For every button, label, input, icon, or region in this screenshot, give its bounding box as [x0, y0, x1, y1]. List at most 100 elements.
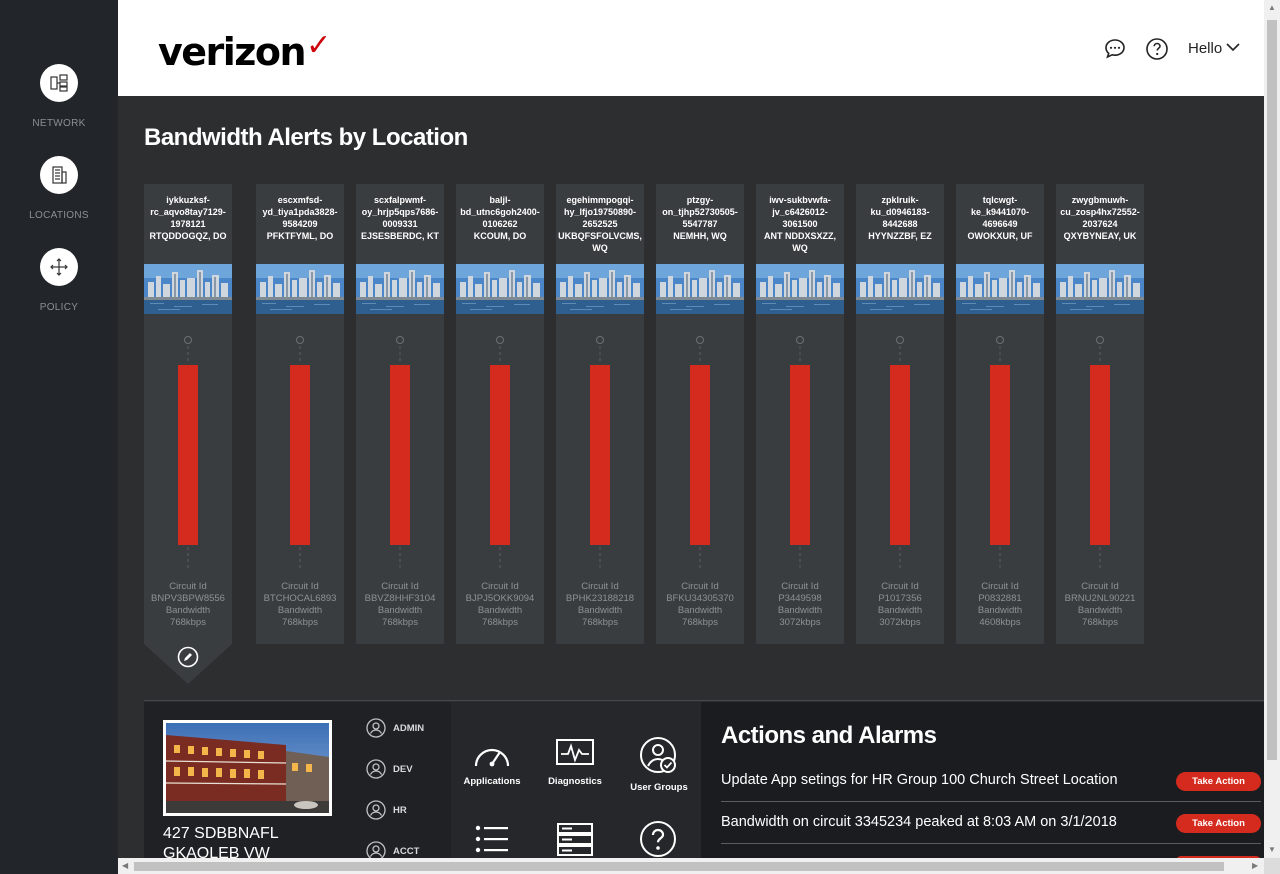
bandwidth-value: 4608kbps [979, 617, 1021, 628]
location-name-line: oy_hrjp5qps7686- [361, 207, 439, 217]
list-button[interactable] [457, 822, 527, 858]
bandwidth-label: Bandwidth [877, 605, 923, 616]
network-icon [40, 64, 78, 102]
location-card[interactable]: baljl-bd_utnc6goh2400- 0106262 KCOUM, DO Ci… [456, 184, 544, 644]
scroll-left-arrow[interactable]: ◀ [122, 861, 129, 870]
location-card[interactable]: egehimmpogqi-hy_lfjo19750890- 2652525 UKBQ… [556, 184, 644, 644]
location-image [956, 264, 1044, 314]
circuit-info: Circuit Id P1017356 Bandwidth 3072kbps [856, 581, 944, 629]
location-name-line: cu_zosp4hx72552- [1060, 207, 1140, 217]
location-card[interactable]: zwygbmuwh-cu_zosp4hx72552- 2037624 QXYBYNE… [1056, 184, 1144, 644]
alarm-row: Bandwidth on circuit 3345234 peaked at 8… [721, 802, 1261, 844]
server-button[interactable] [540, 822, 610, 858]
location-image [656, 264, 744, 314]
horizontal-scrollbar[interactable]: ◀ ▶ [118, 858, 1264, 874]
sidebar-item-network[interactable]: NETWORK [0, 64, 118, 129]
sidebar: NETWORK LOCATIONS POLICY [0, 0, 118, 874]
user-icon [366, 759, 386, 779]
location-name-line: WQ [592, 243, 608, 253]
vertical-scroll-thumb[interactable] [1267, 20, 1277, 760]
divider [144, 700, 1264, 701]
location-name-line: rc_aqvo8tay7129- [150, 207, 226, 217]
sidebar-item-locations[interactable]: LOCATIONS [0, 156, 118, 221]
bandwidth-gauge [590, 336, 610, 570]
take-action-button[interactable]: Take Action [1176, 814, 1261, 833]
user-group-icon [640, 737, 676, 773]
location-name-line: iwv-sukbvwfa- [769, 195, 831, 205]
user-icon [366, 718, 386, 738]
location-name-line: zwygbmuwh- [1071, 195, 1129, 205]
scroll-up-arrow[interactable]: ▲ [1268, 3, 1276, 12]
alarms-title: Actions and Alarms [721, 722, 937, 749]
bandwidth-bar [590, 365, 610, 545]
location-name-line: 9584209 [282, 219, 318, 229]
location-name: iwv-sukbvwfa-jv_c6426012- 3061500 ANT NDDX… [756, 194, 844, 254]
bandwidth-value: 768kbps [1082, 617, 1118, 628]
circuit-info: Circuit Id BFKU34305370 Bandwidth 768kbps [656, 581, 744, 629]
circuit-label: Circuit Id [169, 581, 207, 592]
circuit-id: P0832881 [978, 593, 1022, 604]
location-name-line: escxmfsd- [277, 195, 323, 205]
location-name-line: EJSESBERDC, KT [360, 231, 440, 241]
location-image [556, 264, 644, 314]
bandwidth-bar [690, 365, 710, 545]
location-card[interactable]: scxfalpwmf-oy_hrjp5qps7686- 0009331 EJSESB… [356, 184, 444, 644]
role-acct[interactable]: ACCT [366, 841, 419, 858]
location-name-line: 2037624 [1082, 219, 1118, 229]
location-name: ptzgy-on_tjhp52730505- 5547787 NEMHH, WQ [656, 194, 744, 242]
help-button[interactable] [624, 820, 694, 858]
role-admin[interactable]: ADMIN [366, 718, 424, 738]
edit-icon[interactable] [177, 646, 199, 668]
bandwidth-bar [790, 365, 810, 545]
location-name-line: QXYBYNEAY, UK [1063, 231, 1137, 241]
location-card[interactable]: iwv-sukbvwfa-jv_c6426012- 3061500 ANT NDDX… [756, 184, 844, 644]
bandwidth-value: 3072kbps [779, 617, 821, 628]
location-card[interactable]: ptzgy-on_tjhp52730505- 5547787 NEMHH, WQ Ci… [656, 184, 744, 644]
city-skyline-image [756, 264, 844, 314]
help-icon[interactable] [1145, 37, 1169, 61]
location-name: tqlcwgt-ke_k9441070- 4696649 OWOKXUR, UF [956, 194, 1044, 242]
circuit-label: Circuit Id [681, 581, 719, 592]
location-name: scxfalpwmf-oy_hrjp5qps7686- 0009331 EJSESB… [356, 194, 444, 242]
bandwidth-label: Bandwidth [577, 605, 623, 616]
sidebar-item-label: NETWORK [32, 118, 86, 129]
scroll-right-arrow[interactable]: ▶ [1252, 861, 1259, 870]
location-name-line: 3061500 [782, 219, 818, 229]
city-skyline-image [556, 264, 644, 314]
tool-label: Diagnostics [548, 776, 602, 787]
chat-icon[interactable] [1103, 37, 1127, 61]
speedometer-icon [474, 748, 510, 767]
bandwidth-label: Bandwidth [477, 605, 523, 616]
location-name-line: ku_d0946183- [870, 207, 930, 217]
role-hr[interactable]: HR [366, 800, 407, 820]
diagnostics-button[interactable]: Diagnostics [540, 736, 610, 788]
location-card[interactable]: iykkuzksf-rc_aqvo8tay7129- 1978121 RTQDDOG… [144, 184, 232, 644]
user-menu[interactable]: Hello [1188, 40, 1240, 57]
bandwidth-gauge [490, 336, 510, 570]
vertical-scrollbar[interactable]: ▲ ▼ [1264, 0, 1280, 858]
scroll-down-arrow[interactable]: ▼ [1268, 845, 1276, 854]
circuit-info: Circuit Id BNPV3BPW8556 Bandwidth 768kbps [144, 581, 232, 629]
circuit-id: BJPJ5OKK9094 [465, 593, 535, 604]
role-dev[interactable]: DEV [366, 759, 413, 779]
location-name-line: KCOUM, DO [473, 231, 527, 241]
question-circle-icon [640, 821, 676, 857]
take-action-button[interactable]: Take Action [1176, 772, 1261, 791]
circuit-info: Circuit Id BJPJ5OKK9094 Bandwidth 768kbps [456, 581, 544, 629]
circuit-id: BTCHOCAL6893 [263, 593, 337, 604]
verizon-logo[interactable]: verizon✓ [158, 28, 331, 74]
horizontal-scroll-thumb[interactable] [134, 862, 1224, 871]
applications-button[interactable]: Applications [457, 736, 527, 788]
location-card[interactable]: escxmfsd-yd_tiya1pda3828- 9584209 PFKTFYML… [256, 184, 344, 644]
location-card[interactable]: zpklruik-ku_d0946183- 8442688 HYYNZZBF, EZ… [856, 184, 944, 644]
bandwidth-gauge [1090, 336, 1110, 570]
location-card[interactable]: tqlcwgt-ke_k9441070- 4696649 OWOKXUR, UF Ci… [956, 184, 1044, 644]
circuit-id: BNPV3BPW8556 [151, 593, 225, 604]
page-title: Bandwidth Alerts by Location [144, 124, 468, 151]
user-groups-button[interactable]: User Groups [624, 736, 694, 794]
location-name-line: 5547787 [682, 219, 718, 229]
location-image [356, 264, 444, 314]
take-action-button[interactable] [1176, 856, 1261, 858]
sidebar-item-policy[interactable]: POLICY [0, 248, 118, 313]
location-name-line: egehimmpogqi- [566, 195, 634, 205]
